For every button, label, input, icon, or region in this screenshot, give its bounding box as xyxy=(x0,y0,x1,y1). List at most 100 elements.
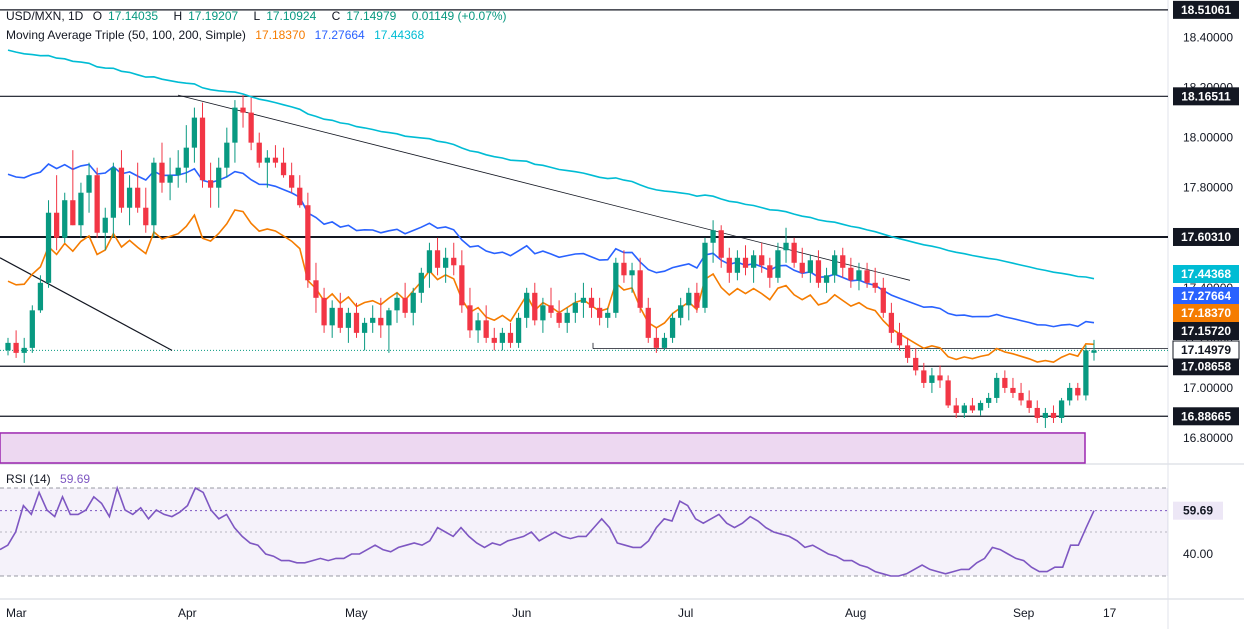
candle-body xyxy=(653,337,659,348)
candle-body xyxy=(977,402,984,411)
candle-body xyxy=(394,297,400,311)
candle-body xyxy=(207,180,214,188)
candle-body xyxy=(361,322,368,333)
ma200-value: 17.44368 xyxy=(374,28,425,42)
candle-body xyxy=(580,297,587,303)
candle-body xyxy=(78,192,84,226)
candle-body xyxy=(45,212,52,283)
candle-body xyxy=(953,405,959,413)
candle-body xyxy=(94,175,100,233)
candle-body xyxy=(524,292,530,318)
candle-body xyxy=(572,302,578,313)
candle-body xyxy=(564,312,570,323)
candle-body xyxy=(856,270,862,281)
candle-body xyxy=(499,332,506,343)
rsi-title[interactable]: RSI (14) xyxy=(6,472,51,486)
candle-body xyxy=(1002,377,1008,388)
y-tick-label: 17.80000 xyxy=(1183,181,1233,195)
candle-body xyxy=(734,257,741,273)
candle-body xyxy=(191,117,198,148)
ma-line-100 xyxy=(7,163,1095,328)
candle-body xyxy=(532,292,538,321)
candle-body xyxy=(710,230,716,243)
ma-title[interactable]: Moving Average Triple (50, 100, 200, Sim… xyxy=(6,28,246,42)
level-label: 17.60310 xyxy=(1181,230,1231,244)
support-zone xyxy=(0,432,1086,464)
candle-body xyxy=(289,175,295,188)
candle-body xyxy=(402,297,408,313)
candle-body xyxy=(337,307,343,328)
candle-body xyxy=(507,332,514,343)
candle-body xyxy=(896,332,903,346)
candle-body xyxy=(637,270,643,308)
candle-body xyxy=(410,292,416,313)
candle-body xyxy=(1010,387,1016,393)
candle-body xyxy=(783,242,789,251)
candle-body xyxy=(767,265,773,278)
candle-body xyxy=(183,147,189,168)
candle-body xyxy=(969,405,976,411)
rsi-band xyxy=(0,488,1168,576)
symbol-label[interactable]: USD/MXN, 1D xyxy=(6,9,84,23)
candle-body xyxy=(386,310,392,326)
y-tick-label: 18.40000 xyxy=(1183,31,1233,45)
rsi-y-tick: 40.00 xyxy=(1183,547,1213,561)
candle-body xyxy=(961,405,967,413)
close-label: C xyxy=(331,9,341,23)
candle-body xyxy=(451,257,457,266)
trendline-support xyxy=(0,257,173,351)
candle-body xyxy=(1091,350,1097,353)
candle-body xyxy=(240,107,246,113)
high-value: 17.19207 xyxy=(188,9,239,23)
candle-body xyxy=(53,212,60,238)
candle-body xyxy=(1042,412,1049,418)
candle-body xyxy=(694,292,700,308)
candle-body xyxy=(70,200,76,226)
candle-body xyxy=(21,347,27,353)
candle-body xyxy=(175,167,181,176)
candle-body xyxy=(1034,407,1040,418)
candle-body xyxy=(807,260,813,273)
level-label-bg xyxy=(1173,357,1239,376)
rsi-line xyxy=(0,485,1095,577)
candle-body xyxy=(823,275,830,283)
ma50-value: 17.18370 xyxy=(255,28,306,42)
candle-body xyxy=(556,312,562,323)
candle-body xyxy=(718,230,724,258)
candle-body xyxy=(29,310,35,348)
candle-body xyxy=(515,317,522,343)
candle-body xyxy=(434,250,441,268)
level-label: 16.88665 xyxy=(1181,409,1231,423)
candle-body xyxy=(297,187,303,206)
rsi-value-bg xyxy=(1173,501,1223,520)
rsi-value: 59.69 xyxy=(60,472,91,486)
candle-body xyxy=(426,250,433,273)
candle-body xyxy=(986,397,992,403)
candle-body xyxy=(937,375,943,381)
candle-body xyxy=(913,357,919,371)
candle-body xyxy=(321,297,327,326)
price-label: 17.44368 xyxy=(1181,267,1231,281)
candle-body xyxy=(1050,412,1057,418)
candle-body xyxy=(815,260,822,283)
candle-body xyxy=(102,217,108,233)
x-tick-label: Apr xyxy=(178,606,197,620)
candle-body xyxy=(888,312,895,333)
candle-body xyxy=(840,255,846,268)
x-tick-label: Aug xyxy=(845,606,866,620)
level-label-bg xyxy=(1173,407,1239,426)
candle-body xyxy=(305,205,311,281)
candle-body xyxy=(280,162,287,176)
x-tick-label: 17 xyxy=(1103,606,1117,620)
candle-body xyxy=(167,175,173,183)
candle-body xyxy=(248,112,254,143)
candle-body xyxy=(1026,400,1032,408)
candle-body xyxy=(370,317,376,323)
candle-body xyxy=(313,280,319,298)
x-tick-label: May xyxy=(345,606,368,620)
candle-body xyxy=(904,345,911,358)
candle-body xyxy=(135,187,141,208)
candle-body xyxy=(548,305,554,313)
